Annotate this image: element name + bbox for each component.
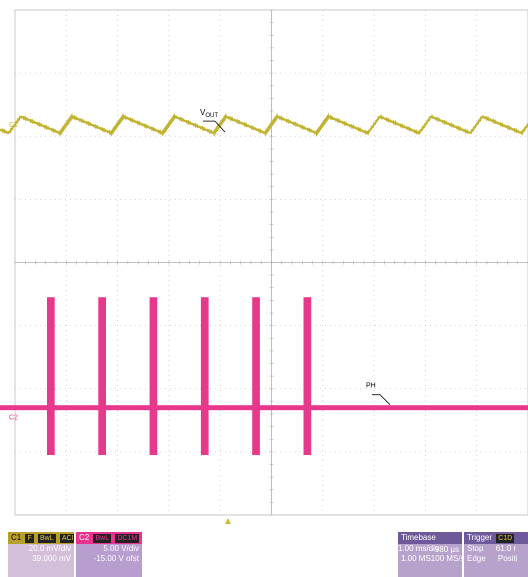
- timebase-sampling: 1.00 MS 100 MS/s: [398, 554, 462, 564]
- trigger-level: 61.0 r: [495, 544, 517, 553]
- c2-switching-burst: [149, 297, 158, 456]
- channel1-flag: F: [25, 534, 34, 543]
- c1-channel-marker: C1: [9, 122, 18, 129]
- vout-label: VOUT: [200, 108, 218, 119]
- timebase-info[interactable]: Timebase -980 µs 1.00 ms/div 1.00 MS 100…: [398, 532, 462, 577]
- channel1-coupling-tag: ACIM: [59, 534, 74, 543]
- c1-switching-noise: [110, 113, 124, 137]
- c2-switching-burst: [200, 297, 209, 456]
- timebase-scale: 1.00 ms/div: [398, 544, 439, 553]
- trigger-slope: Positi: [497, 554, 518, 563]
- channel1-header: C1 F BwL ACIM: [8, 532, 74, 544]
- trigger-mode-row: Stop 61.0 r: [464, 544, 528, 554]
- c2-switching-burst: [252, 297, 260, 456]
- channel1-offset: 39.000 mV: [32, 554, 71, 563]
- c1-switching-noise: [59, 113, 73, 137]
- scope-screen: C1 VOUT C2 PH: [0, 9, 528, 524]
- info-bar: C1 F BwL ACIM 20.0 mV/div 39.000 mV C2 B…: [0, 528, 528, 577]
- trigger-type: Edge: [467, 554, 486, 563]
- vout-label-subscript: OUT: [205, 113, 218, 119]
- channel2-offset: -15.00 V ofst: [93, 554, 139, 563]
- ph-leader-diag: [379, 394, 391, 405]
- timebase-points: 1.00 MS: [401, 554, 431, 563]
- channel1-name: C1: [11, 533, 22, 542]
- channel1-scale: 20.0 mV/div: [28, 544, 71, 553]
- timebase-delay: -980 µs: [432, 545, 459, 554]
- timebase-header: Timebase -980 µs: [398, 532, 462, 554]
- trigger-position-marker: [225, 518, 231, 524]
- ph-label: PH: [366, 383, 376, 390]
- trigger-label: Trigger: [467, 533, 493, 542]
- timebase-label: Timebase: [401, 533, 436, 542]
- channel2-coupling-tag: DC1M: [115, 534, 140, 543]
- trigger-source-tag: C1D: [496, 534, 515, 543]
- channel2-scale: 5.00 V/div: [103, 544, 139, 553]
- trigger-type-row: Edge Positi: [464, 554, 528, 564]
- trigger-info[interactable]: Trigger C1D Stop 61.0 r Edge Positi: [464, 532, 528, 577]
- channel2-header: C2 BwL DC1M: [76, 532, 142, 544]
- timebase-rate: 100 MS/s: [430, 554, 462, 563]
- channel1-bw-tag: BwL: [37, 534, 56, 543]
- vout-leader-diag: [214, 120, 226, 133]
- c1-switching-noise: [162, 113, 176, 137]
- c2-baseline-trace: [0, 405, 528, 411]
- c2-switching-burst: [303, 297, 312, 456]
- channel1-info[interactable]: C1 F BwL ACIM 20.0 mV/div 39.000 mV: [8, 532, 74, 577]
- c1-switching-noise: [316, 113, 329, 137]
- c2-switching-burst: [98, 297, 106, 456]
- channel2-bw-tag: BwL: [93, 534, 112, 543]
- c1-ripple-trace: [0, 114, 528, 136]
- c2-switching-burst: [47, 297, 55, 456]
- c2-channel-marker: C2: [9, 415, 18, 422]
- c1-switching-noise: [264, 113, 278, 137]
- trigger-header: Trigger C1D: [464, 532, 528, 544]
- c1-switching-noise: [213, 113, 227, 137]
- waveform-plot: C1 VOUT C2 PH: [0, 9, 528, 524]
- channel2-info[interactable]: C2 BwL DC1M 5.00 V/div -15.00 V ofst: [76, 532, 142, 577]
- channel2-name: C2: [79, 533, 90, 542]
- trigger-mode: Stop: [467, 544, 484, 553]
